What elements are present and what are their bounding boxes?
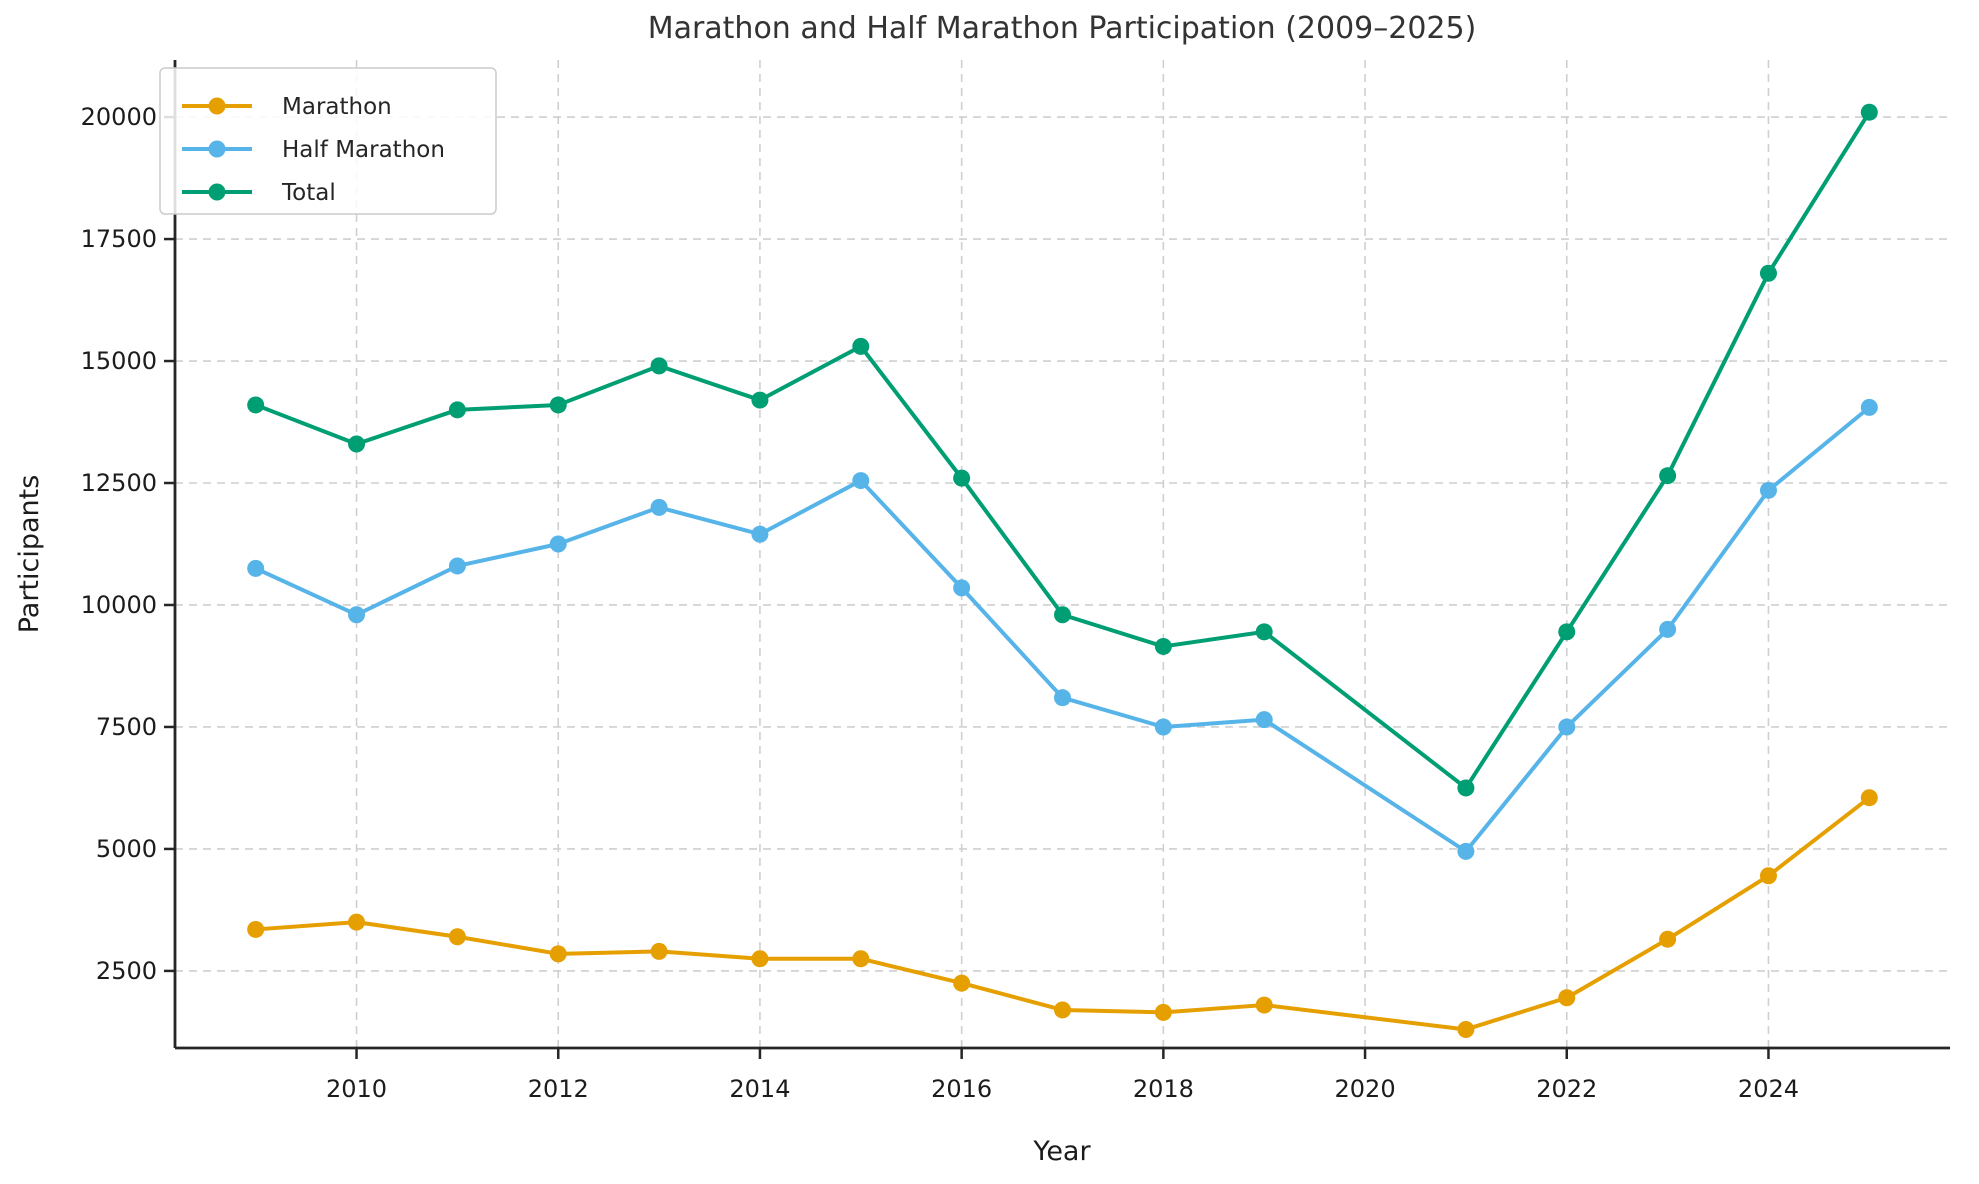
point-total-2011 (448, 401, 466, 419)
x-tick-label-2016: 2016 (931, 1075, 992, 1103)
legend: Marathon Half Marathon Total (159, 67, 497, 215)
point-total-2016 (953, 469, 971, 487)
chart-title: Marathon and Half Marathon Participation… (648, 11, 1477, 46)
point-marathon-2019 (1255, 996, 1273, 1014)
x-tick-label-2014: 2014 (729, 1075, 790, 1103)
point-marathon-2009 (247, 920, 265, 938)
x-tick-label-2022: 2022 (1536, 1075, 1597, 1103)
point-total-2009 (247, 396, 265, 414)
point-marathon-2016 (953, 974, 971, 992)
point-half-marathon-2019 (1255, 711, 1273, 729)
x-tick-label-2020: 2020 (1335, 1075, 1396, 1103)
legend-swatch-marker-half-marathon (208, 140, 226, 158)
series-line-total (253, 110, 1872, 790)
point-total-2012 (549, 396, 567, 414)
point-total-2014 (751, 391, 769, 409)
point-half-marathon-2021 (1457, 842, 1475, 860)
x-tick-label-2024: 2024 (1738, 1075, 1799, 1103)
point-half-marathon-2022 (1558, 718, 1576, 736)
point-half-marathon-2011 (448, 557, 466, 575)
legend-label-half-marathon: Half Marathon (282, 137, 445, 163)
y-tick-label-10000: 10000 (81, 591, 157, 619)
point-half-marathon-2010 (348, 606, 366, 624)
point-marathon-2014 (751, 950, 769, 968)
legend-label-total: Total (281, 180, 336, 206)
point-marathon-2018 (1154, 1003, 1172, 1021)
point-half-marathon-2009 (247, 559, 265, 577)
point-half-marathon-2016 (953, 579, 971, 597)
point-marathon-2012 (549, 945, 567, 963)
point-marathon-2023 (1659, 930, 1677, 948)
point-marathon-2015 (852, 950, 870, 968)
point-marathon-2024 (1759, 867, 1777, 885)
series-line-marathon (253, 795, 1872, 1032)
point-marathon-2017 (1054, 1001, 1071, 1019)
point-half-marathon-2018 (1154, 718, 1172, 736)
point-marathon-2025 (1860, 789, 1878, 807)
point-half-marathon-2023 (1659, 620, 1677, 638)
point-marathon-2013 (650, 942, 668, 960)
point-marathon-2022 (1558, 989, 1576, 1007)
x-tick-label-2012: 2012 (528, 1075, 589, 1103)
y-tick-label-12500: 12500 (81, 469, 157, 497)
y-tick-label-2500: 2500 (96, 957, 157, 985)
point-total-2013 (650, 357, 668, 375)
legend-swatch-marker-marathon (208, 97, 226, 115)
y-tick-label-5000: 5000 (96, 835, 157, 863)
point-half-marathon-2015 (852, 472, 870, 490)
point-total-2022 (1558, 623, 1576, 641)
point-total-2025 (1860, 103, 1878, 121)
y-tick-label-15000: 15000 (81, 347, 157, 375)
point-half-marathon-2024 (1759, 481, 1777, 499)
point-total-2024 (1759, 264, 1777, 282)
data-series (247, 103, 1878, 1038)
point-total-2018 (1154, 637, 1172, 655)
point-marathon-2010 (348, 913, 366, 931)
y-tick-label-17500: 17500 (81, 225, 157, 253)
point-total-2017 (1054, 606, 1071, 624)
legend-label-marathon: Marathon (282, 94, 392, 120)
point-half-marathon-2012 (549, 535, 567, 553)
point-total-2019 (1255, 623, 1273, 641)
y-tick-label-7500: 7500 (96, 713, 157, 741)
x-axis-label: Year (1032, 1136, 1091, 1167)
series-line-half-marathon (253, 405, 1872, 854)
point-marathon-2011 (448, 928, 466, 946)
y-axis-label: Participants (14, 475, 45, 634)
point-half-marathon-2014 (751, 525, 769, 543)
axes: 2500 5000 7500 10000 12500 15000 17500 20000 201… (81, 60, 1950, 1103)
point-marathon-2021 (1457, 1020, 1475, 1038)
x-tick-label-2010: 2010 (326, 1075, 387, 1103)
point-total-2010 (348, 435, 366, 453)
point-half-marathon-2025 (1860, 398, 1878, 416)
point-total-2015 (852, 337, 870, 355)
gridlines (175, 60, 1950, 1048)
point-total-2021 (1457, 779, 1475, 797)
point-half-marathon-2017 (1054, 689, 1071, 707)
legend-swatch-marker-total (208, 183, 226, 201)
point-half-marathon-2013 (650, 498, 668, 516)
x-tick-label-2018: 2018 (1133, 1075, 1194, 1103)
y-tick-label-20000: 20000 (81, 103, 157, 131)
point-total-2023 (1659, 467, 1677, 485)
